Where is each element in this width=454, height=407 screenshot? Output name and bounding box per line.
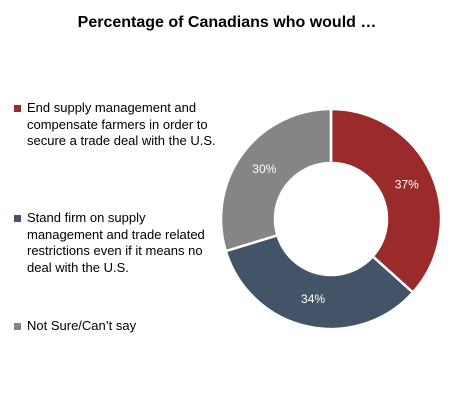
chart-title: Percentage of Canadians who would … xyxy=(77,14,377,31)
legend-label: Not Sure/Can’t say xyxy=(27,318,137,333)
pie-slice xyxy=(220,108,333,253)
data-label: 37% xyxy=(395,177,419,191)
legend-swatch xyxy=(14,105,21,112)
legend-swatch xyxy=(14,323,21,330)
legend-item-end-supply-management: End supply management and compensate far… xyxy=(14,100,219,150)
legend-item-stand-firm: Stand firm on supply management and trad… xyxy=(14,210,219,276)
pie-slice xyxy=(329,108,443,295)
pie-slice xyxy=(224,233,415,331)
donut-chart: 37% 34% 30% xyxy=(220,108,443,331)
legend-swatch xyxy=(14,215,21,222)
legend-label: Stand firm on supply management and trad… xyxy=(27,210,205,275)
data-label: 30% xyxy=(252,162,276,176)
data-label: 34% xyxy=(301,292,325,306)
legend-label: End supply management and compensate far… xyxy=(27,100,216,148)
legend-item-not-sure: Not Sure/Can’t say xyxy=(14,318,219,335)
